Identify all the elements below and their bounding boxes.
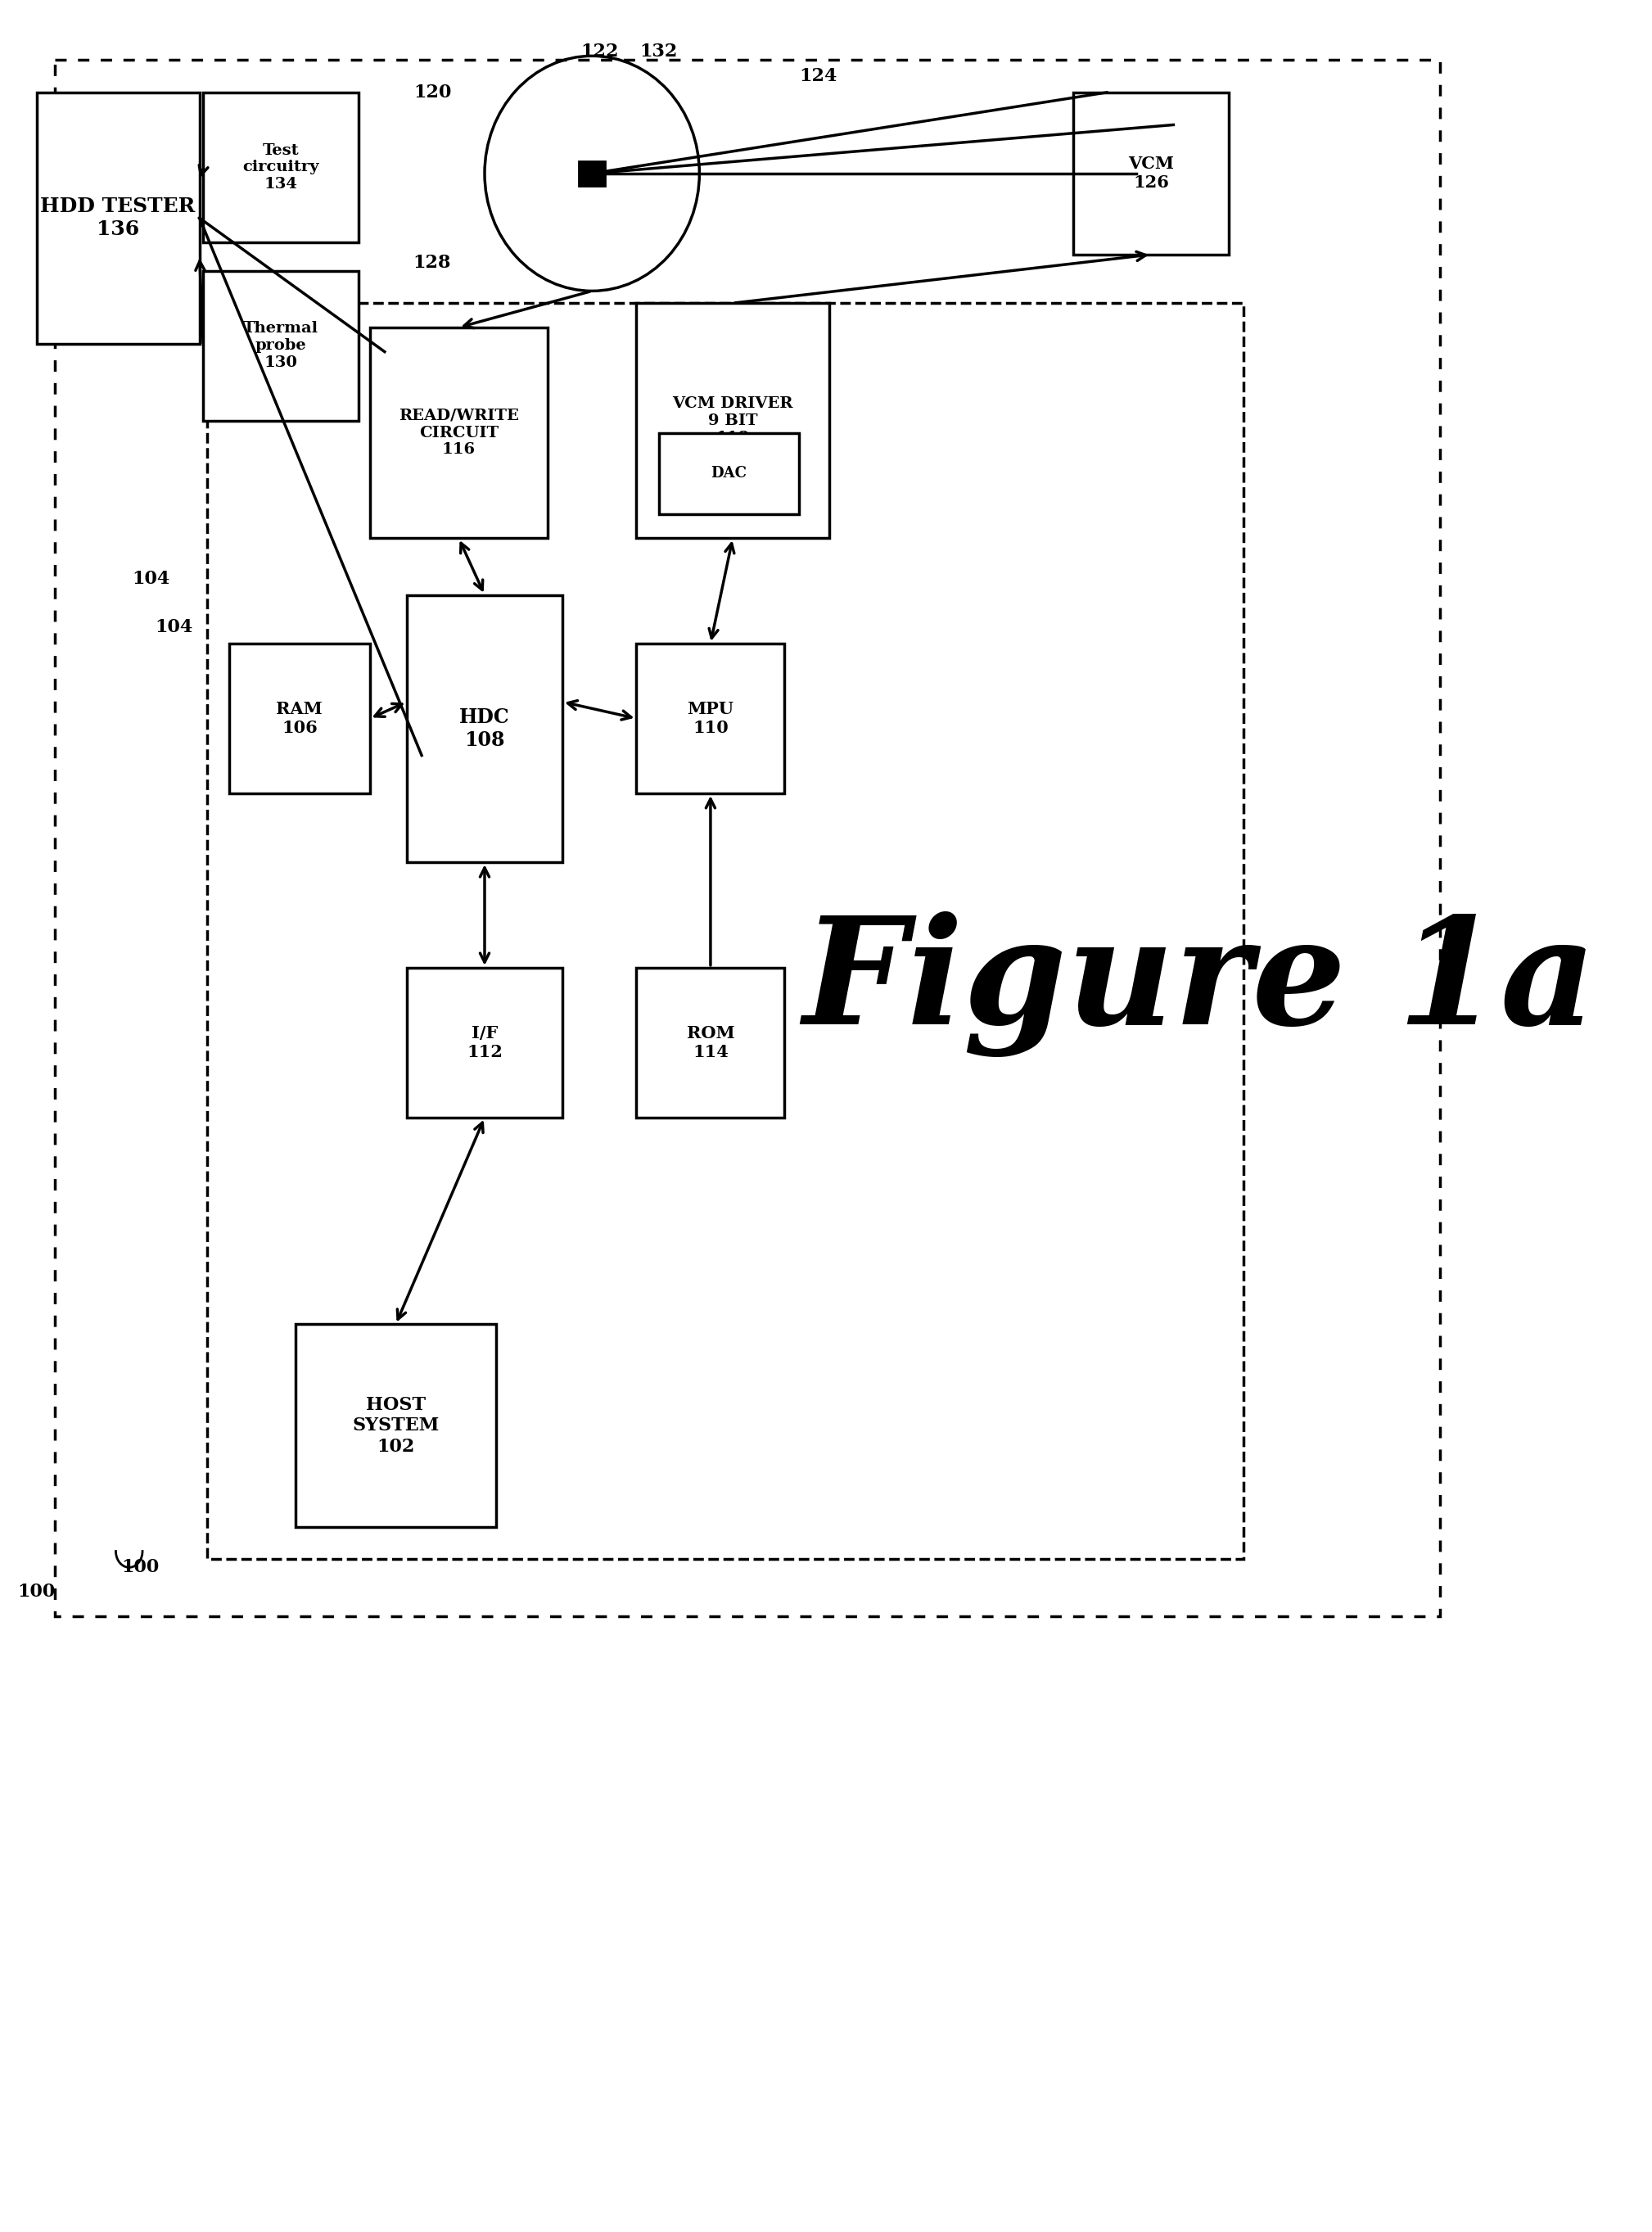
Text: DAC: DAC [710, 466, 747, 480]
Text: 120: 120 [413, 83, 451, 100]
Text: 128: 128 [413, 254, 451, 272]
Bar [55, 60, 1441, 1616]
Text: I/F
112: I/F 112 [466, 1024, 502, 1060]
Text: HDC
108: HDC 108 [459, 708, 510, 750]
Text: 122: 122 [580, 42, 618, 60]
Bar [370, 328, 547, 538]
Text: 100: 100 [17, 1582, 55, 1600]
Bar [1074, 92, 1229, 254]
Text: Test
circuitry
134: Test circuitry 134 [243, 143, 319, 192]
Text: VCM DRIVER
9 BIT
118: VCM DRIVER 9 BIT 118 [672, 397, 793, 444]
Bar [296, 1324, 496, 1527]
Bar [230, 643, 370, 792]
Text: RAM
106: RAM 106 [276, 701, 322, 737]
Text: MPU
110: MPU 110 [687, 701, 733, 737]
Text: HDD TESTER
136: HDD TESTER 136 [41, 196, 195, 239]
Text: 132: 132 [639, 42, 677, 60]
Bar [36, 92, 200, 344]
Circle shape [582, 163, 603, 185]
Bar [206, 304, 1244, 1560]
Bar [203, 270, 358, 420]
Text: HOST
SYSTEM
102: HOST SYSTEM 102 [352, 1395, 439, 1455]
Text: 100: 100 [121, 1558, 159, 1576]
Bar [406, 596, 562, 862]
Text: 104: 104 [155, 618, 193, 636]
Bar [636, 304, 829, 538]
Text: Figure 1a: Figure 1a [803, 911, 1596, 1056]
Text: Thermal
probe
130: Thermal probe 130 [243, 321, 319, 371]
Bar [659, 433, 800, 513]
Bar [636, 643, 785, 792]
Bar [406, 969, 562, 1118]
Text: VCM
126: VCM 126 [1128, 156, 1175, 192]
Bar [203, 92, 358, 243]
Text: READ/WRITE
CIRCUIT
116: READ/WRITE CIRCUIT 116 [398, 408, 519, 458]
Bar [636, 969, 785, 1118]
Text: 104: 104 [132, 569, 170, 587]
Text: 124: 124 [800, 67, 838, 85]
Bar [580, 161, 605, 185]
Text: ROM
114: ROM 114 [687, 1024, 735, 1060]
